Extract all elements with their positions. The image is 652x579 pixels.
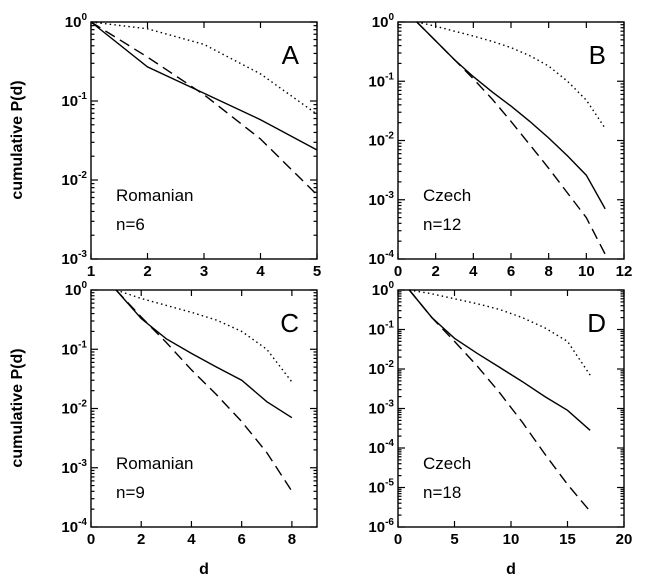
x-tick-label: 0: [87, 531, 95, 548]
x-tick-label: 6: [507, 263, 515, 280]
series-dashed-line: [90, 21, 318, 196]
y-tick-label: 100: [65, 12, 88, 31]
y-tick-label: 10-4: [368, 249, 394, 268]
series-dotted-line: [90, 21, 318, 115]
x-tick-label: 2: [431, 263, 439, 280]
y-tick-label: 10-6: [368, 517, 394, 536]
y-tick-label: 10-1: [368, 71, 394, 90]
panel-d: 0 5 10 15 20 10-6 10-5 10-4 10-3 10-2 10-1 100 D Czec…: [368, 280, 632, 578]
x-tick-label: 8: [288, 531, 296, 548]
panel-c: 0 2 4 6 8 10-4 10-3 10-2 10-1 100 C Romanian n=9 cumu…: [9, 280, 318, 578]
y-tick-label: 10-2: [368, 131, 394, 150]
y-tick-label: 10-3: [368, 399, 394, 418]
x-tick-label: 3: [200, 263, 208, 280]
y-tick-label: 100: [372, 280, 395, 299]
x-tick-label: 5: [450, 531, 458, 548]
y-tick-label: 10-4: [368, 438, 394, 457]
x-tick-label: 6: [237, 531, 245, 548]
y-tick-label: 10-3: [61, 458, 87, 477]
series-solid-line: [115, 289, 293, 419]
panel-a: 1 2 3 4 5 10-3 10-2 10-1 100 A Romanian n=6 cumulati…: [9, 12, 321, 280]
y-tick-label: 100: [372, 12, 395, 31]
y-tick-label: 10-3: [368, 190, 394, 209]
panel-annotation: Czech: [423, 454, 471, 473]
y-tick-label: 100: [65, 280, 88, 299]
panel-annotation: n=6: [116, 215, 145, 234]
y-tick-label: 10-4: [61, 517, 87, 536]
series-dashed-line: [115, 289, 293, 492]
x-tick-label: 15: [559, 531, 576, 548]
x-tick-label: 4: [469, 263, 478, 280]
y-tick-label: 10-2: [61, 399, 87, 418]
x-axis-title: d: [506, 561, 516, 578]
y-tick-label: 10-2: [61, 170, 87, 189]
panel-annotation: n=18: [423, 483, 461, 502]
panel-letter: B: [589, 40, 606, 70]
series-dotted-line: [115, 289, 293, 383]
x-tick-label: 20: [616, 531, 633, 548]
series-dotted-line: [409, 289, 591, 376]
x-tick-label: 2: [143, 263, 151, 280]
panel-letter: D: [587, 308, 606, 338]
panel-letter: C: [280, 308, 299, 338]
panel-annotation: Czech: [423, 186, 471, 205]
x-tick-label: 0: [394, 531, 402, 548]
x-axis-title: d: [199, 561, 209, 578]
y-tick-label: 10-3: [61, 249, 87, 268]
x-tick-label: 0: [394, 263, 402, 280]
panel-annotation: n=12: [423, 215, 461, 234]
x-tick-label: 2: [137, 531, 145, 548]
x-tick-label: 4: [187, 531, 196, 548]
x-tick-label: 5: [313, 263, 321, 280]
panel-letter: A: [282, 40, 300, 70]
y-axis-title: cumulative P(d): [9, 80, 26, 199]
x-tick-label: 10: [578, 263, 595, 280]
x-tick-label: 8: [544, 263, 552, 280]
x-tick-label: 4: [256, 263, 265, 280]
series-dotted-line: [416, 21, 606, 129]
y-tick-label: 10-1: [61, 91, 87, 110]
y-axis-title: cumulative P(d): [9, 348, 26, 467]
x-tick-label: 1: [87, 263, 95, 280]
series-solid-line: [90, 21, 318, 151]
panel-annotation: Romanian: [116, 454, 194, 473]
series-solid-line: [408, 289, 591, 431]
y-tick-label: 10-2: [368, 359, 394, 378]
panel-annotation: Romanian: [116, 186, 194, 205]
series-dashed-line: [416, 21, 606, 255]
panel-b: 0 2 4 6 8 10 12 10-4 10-3 10-2 10-1 100 B Czech n=12: [368, 12, 632, 280]
x-tick-label: 12: [616, 263, 633, 280]
y-tick-label: 10-1: [368, 320, 394, 339]
series-dashed-line: [408, 289, 591, 512]
panel-annotation: n=9: [116, 483, 145, 502]
x-tick-label: 10: [503, 531, 520, 548]
y-tick-label: 10-5: [368, 478, 394, 497]
y-tick-label: 10-1: [61, 339, 87, 358]
